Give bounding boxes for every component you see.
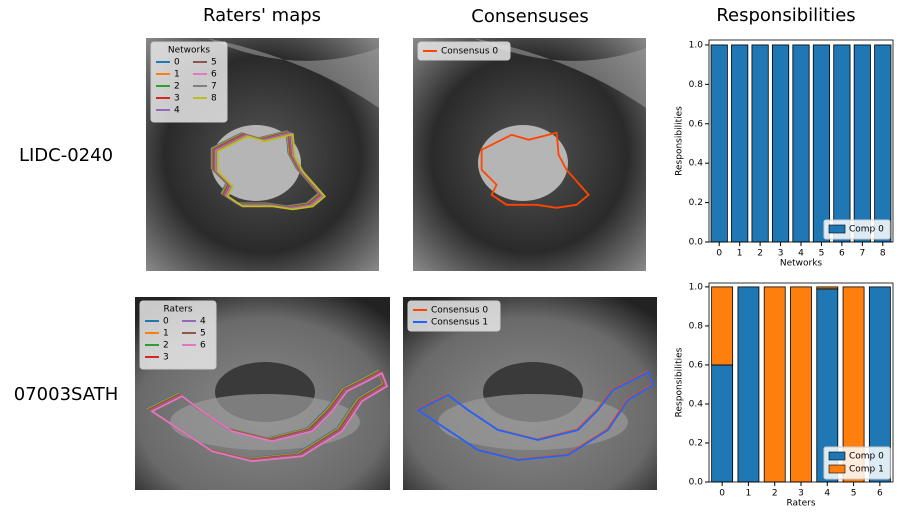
x-tick-label: 3 — [778, 249, 784, 259]
y-axis-label: Responsibilities — [675, 106, 685, 176]
x-tick-label: 2 — [772, 489, 778, 499]
bar — [731, 45, 747, 242]
x-axis-label: Raters — [786, 499, 815, 509]
y-tick-label: 0.2 — [689, 198, 703, 208]
x-tick-label: 7 — [859, 249, 865, 259]
legend-label: Consensus 0 — [431, 306, 488, 316]
bar — [772, 45, 788, 242]
legend-label: Comp 1 — [849, 465, 884, 475]
legend-label: 8 — [211, 94, 217, 104]
legend-label: 6 — [200, 341, 206, 351]
x-tick-label: 1 — [746, 489, 752, 499]
y-tick-label: 0.0 — [689, 478, 704, 488]
legend-label: 0 — [174, 58, 180, 68]
bar — [793, 45, 809, 242]
bar — [817, 287, 838, 289]
figure: Raters' maps Consensuses Responsibilitie… — [0, 0, 901, 514]
x-tick-label: 8 — [880, 249, 886, 259]
legend-label: 0 — [163, 317, 169, 327]
column-title: Consensuses — [471, 6, 588, 27]
y-tick-label: 0.6 — [689, 119, 704, 129]
legend-label: 4 — [174, 106, 180, 116]
legend-label: 7 — [211, 82, 217, 92]
bar — [738, 287, 759, 482]
bar — [711, 45, 727, 242]
row-label: 07003SATH — [14, 384, 118, 405]
legend-label: 3 — [163, 353, 169, 363]
bar — [834, 45, 850, 242]
legend-label: 6 — [211, 70, 217, 80]
legend-label: 4 — [200, 317, 206, 327]
row-label: LIDC-0240 — [19, 145, 113, 166]
legend-label: 2 — [174, 82, 180, 92]
column-title: Responsibilities — [716, 5, 855, 26]
y-tick-label: 0.6 — [689, 360, 704, 370]
legend-title: Networks — [168, 46, 211, 56]
y-tick-label: 0.2 — [689, 438, 703, 448]
x-tick-label: 5 — [851, 489, 857, 499]
y-tick-label: 0.4 — [689, 159, 704, 169]
y-tick-label: 0.4 — [689, 399, 704, 409]
legend-label: Consensus 0 — [441, 47, 498, 57]
bar — [854, 45, 870, 242]
legend-swatch — [829, 225, 845, 233]
bar — [875, 45, 891, 242]
y-tick-label: 0.8 — [689, 80, 704, 90]
x-tick-label: 5 — [819, 249, 825, 259]
x-tick-label: 0 — [719, 489, 725, 499]
legend-label: 2 — [163, 341, 169, 351]
bar — [813, 45, 829, 242]
legend-label: 1 — [163, 329, 169, 339]
bar — [764, 287, 785, 482]
x-tick-label: 6 — [839, 249, 845, 259]
x-axis-label: Networks — [780, 259, 823, 269]
bar — [712, 365, 733, 482]
legend-label: 1 — [174, 70, 180, 80]
legend-title: Raters — [163, 305, 192, 315]
column-title: Raters' maps — [203, 5, 321, 26]
x-tick-label: 3 — [798, 489, 804, 499]
anatomy — [478, 125, 568, 201]
image-panel: Consensus 0 Consensus 1 — [403, 297, 657, 490]
image-panel: Consensus 0 — [413, 38, 646, 271]
legend-label: 5 — [200, 329, 206, 339]
legend-label: Consensus 1 — [431, 318, 488, 328]
x-tick-label: 4 — [798, 249, 804, 259]
legend-swatch — [829, 452, 845, 460]
legend-label: Comp 0 — [849, 225, 884, 235]
x-tick-label: 0 — [716, 249, 722, 259]
image-panel: Networks 0 1 2 3 4 5 6 7 8 — [146, 38, 379, 271]
x-tick-label: 4 — [824, 489, 830, 499]
legend-label: 5 — [211, 58, 217, 68]
y-tick-label: 1.0 — [689, 282, 704, 292]
bar — [790, 287, 811, 482]
legend-swatch — [829, 465, 845, 473]
legend-label: Comp 0 — [849, 452, 884, 462]
x-tick-label: 1 — [737, 249, 743, 259]
y-tick-label: 0.0 — [689, 238, 704, 248]
image-panel: Raters 0 1 2 3 4 5 6 — [135, 297, 390, 490]
legend-label: 3 — [174, 94, 180, 104]
y-tick-label: 0.8 — [689, 321, 704, 331]
y-axis-label: Responsibilities — [675, 347, 685, 417]
x-tick-label: 2 — [757, 249, 763, 259]
x-tick-label: 6 — [877, 489, 883, 499]
bar — [712, 287, 733, 365]
bar — [752, 45, 768, 242]
y-tick-label: 1.0 — [689, 40, 704, 50]
